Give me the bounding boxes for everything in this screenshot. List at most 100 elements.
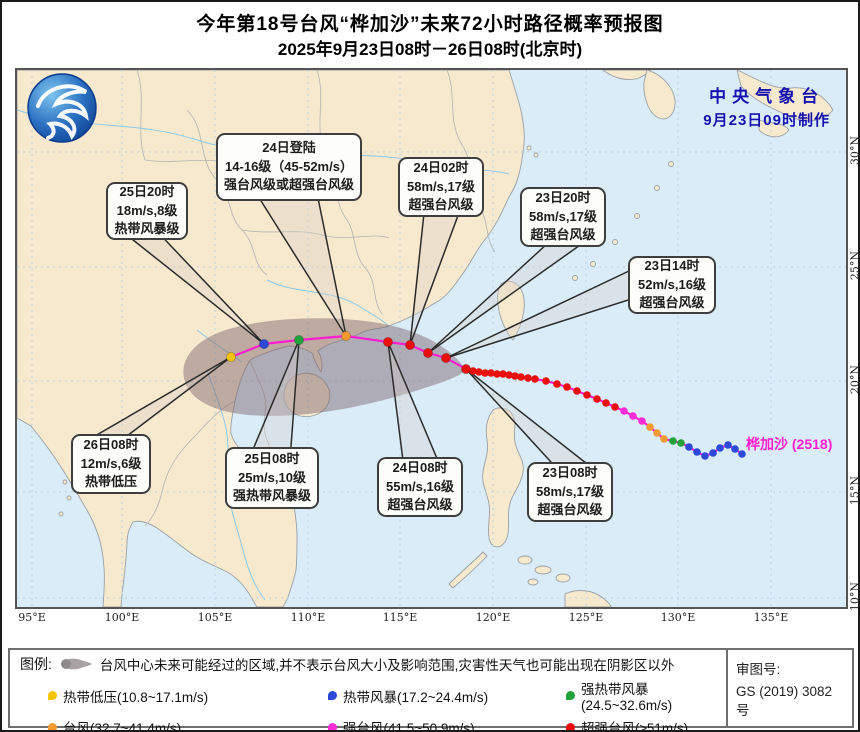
- cma-logo-icon: [27, 73, 97, 143]
- lat-label: 30°N: [848, 135, 860, 166]
- callout-line: 25日20时: [119, 183, 175, 199]
- lon-label: 100°E: [104, 611, 140, 624]
- track-point-observed: [593, 395, 601, 403]
- callout-line: 55m/s,16级: [386, 478, 454, 494]
- callout-24日08时: 24日08时 55m/s,16级 超强台风级: [377, 457, 463, 517]
- track-point-observed: [505, 371, 513, 379]
- agency-name: 中央气象台: [709, 87, 825, 106]
- lon-label: 115°E: [382, 611, 418, 624]
- legend-item-label: 强热带风暴(24.5~32.6m/s): [581, 682, 673, 713]
- island-andaman-3: [58, 511, 64, 517]
- legend-item: 热带风暴(17.2~24.4m/s): [328, 678, 566, 713]
- legend-box: 图例: 台风中心未来可能经过的区域,并不表示台风大小及影响范围,灾害性天气也可能…: [8, 648, 854, 730]
- callout-line: 58m/s,17级: [529, 208, 597, 224]
- land-honshu: [736, 70, 834, 122]
- callout-line: 热带风暴级: [114, 221, 180, 237]
- track-point-observed: [611, 403, 619, 411]
- track-point-observed: [583, 391, 591, 399]
- track-point-observed: [511, 372, 519, 380]
- track-point-observed: [469, 367, 477, 375]
- land-visayas-2: [534, 565, 552, 575]
- track-point-observed: [660, 435, 668, 443]
- callout-line: 24日08时: [392, 459, 448, 475]
- callout-leader-lines: [92, 198, 631, 465]
- island-zhoushan-1: [526, 145, 532, 151]
- track-point-observed: [602, 399, 610, 407]
- track-point-observed: [709, 449, 717, 457]
- land-visayas-4: [527, 578, 539, 586]
- agency-issued-time: 9月23日09时制作: [703, 112, 830, 129]
- land-palawan: [448, 551, 488, 589]
- legend-title: 图例:: [20, 656, 52, 672]
- track-point-observed: [517, 373, 525, 381]
- land-visayas-3: [555, 573, 571, 583]
- island-andaman-2: [66, 495, 72, 501]
- map-canvas: [17, 70, 846, 607]
- callout-line: 26日08时: [83, 436, 139, 452]
- approval-label: 审图号:: [736, 661, 781, 677]
- page-title: 今年第18号台风“桦加沙”未来72小时路径概率预报图: [196, 14, 664, 35]
- legend-item: 热带低压(10.8~17.1m/s): [48, 678, 328, 713]
- track-point-observed: [646, 423, 654, 431]
- track-point-forecast: [340, 330, 351, 341]
- callout-line: 超强台风级: [408, 197, 474, 213]
- callout-24日02时: 24日02时 58m/s,17级 超强台风级: [398, 157, 484, 217]
- callout-24日登陆: 24日登陆 14-16级（45-52m/s） 强台风级或超强台风级: [216, 133, 362, 201]
- land-shikoku: [758, 119, 790, 138]
- track-point-forecast: [440, 352, 451, 363]
- legend-content: 图例: 台风中心未来可能经过的区域,并不表示台风大小及影响范围,灾害性天气也可能…: [10, 650, 726, 730]
- track-point-forecast: [258, 338, 269, 349]
- callout-line: 52m/s,16级: [638, 276, 706, 292]
- legend-item-label: 热带低压(10.8~17.1m/s): [63, 689, 209, 705]
- legend-item-label: 台风(32.7~41.4m/s): [63, 721, 182, 732]
- track-point-observed: [638, 417, 646, 425]
- callout-line: 18m/s,8级: [116, 202, 178, 218]
- lat-label: 25°N: [848, 250, 860, 281]
- island-ryukyu-6: [572, 275, 578, 281]
- track-point-observed: [620, 407, 628, 415]
- land-kyushu: [643, 70, 676, 120]
- page-subtitle: 2025年9月23日08时－26日08时(北京时): [277, 40, 583, 59]
- island-ryukyu-4: [612, 239, 618, 245]
- typhoon-category-dot-icon: [566, 691, 575, 700]
- track-point-observed: [629, 412, 637, 420]
- track-point-observed: [553, 380, 561, 388]
- callout-25日20时: 25日20时 18m/s,8级 热带风暴级: [106, 182, 188, 240]
- callout-line: 58m/s,17级: [407, 178, 475, 194]
- track-point-observed: [731, 445, 739, 453]
- callout-line: 24日02时: [413, 159, 469, 175]
- approval-number: GS (2019) 3082号: [736, 683, 833, 718]
- track-point-forecast: [293, 334, 304, 345]
- callout-line: 超强台风级: [387, 497, 453, 513]
- typhoon-name-label: 桦加沙 (2518): [746, 436, 833, 452]
- track-point-observed: [738, 450, 746, 458]
- typhoon-category-dot-icon: [566, 722, 575, 730]
- callout-line: 超强台风级: [639, 295, 705, 311]
- callout-26日08时: 26日08时 12m/s,6级 热带低压: [71, 434, 151, 494]
- track-point-observed: [573, 387, 581, 395]
- legend-item: 台风(32.7~41.4m/s): [48, 717, 328, 732]
- track-point-forecast: [225, 351, 236, 362]
- legend-item: 超强台风(≥51m/s): [566, 717, 718, 730]
- typhoon-category-dot-icon: [328, 722, 337, 730]
- lon-label: 110°E: [290, 611, 326, 624]
- track-point-observed: [475, 368, 483, 376]
- callout-23日20时: 23日20时 58m/s,17级 超强台风级: [520, 187, 606, 247]
- island-andaman-1: [62, 479, 68, 485]
- legend-item: 强热带风暴(24.5~32.6m/s): [566, 678, 718, 713]
- track-point-observed: [716, 444, 724, 452]
- legend-cone-note: 台风中心未来可能经过的区域,并不表示台风大小及影响范围,灾害性天气也可能出现在阴…: [99, 658, 675, 673]
- callout-line: 25日08时: [244, 450, 300, 466]
- callout-23日14时: 23日14时 52m/s,16级 超强台风级: [628, 256, 716, 314]
- typhoon-category-dot-icon: [48, 722, 57, 730]
- callout-line: 23日14时: [644, 257, 700, 273]
- callout-line: 24日登陆: [262, 139, 316, 155]
- lat-label: 20°N: [848, 364, 860, 395]
- lon-label: 120°E: [475, 611, 511, 624]
- callout-line: 25m/s,10级: [238, 469, 306, 485]
- legend-item-label: 热带风暴(17.2~24.4m/s): [343, 689, 489, 705]
- lon-label: 125°E: [568, 611, 604, 624]
- typhoon-category-dot-icon: [48, 691, 57, 700]
- lat-label: 10°N: [848, 581, 860, 612]
